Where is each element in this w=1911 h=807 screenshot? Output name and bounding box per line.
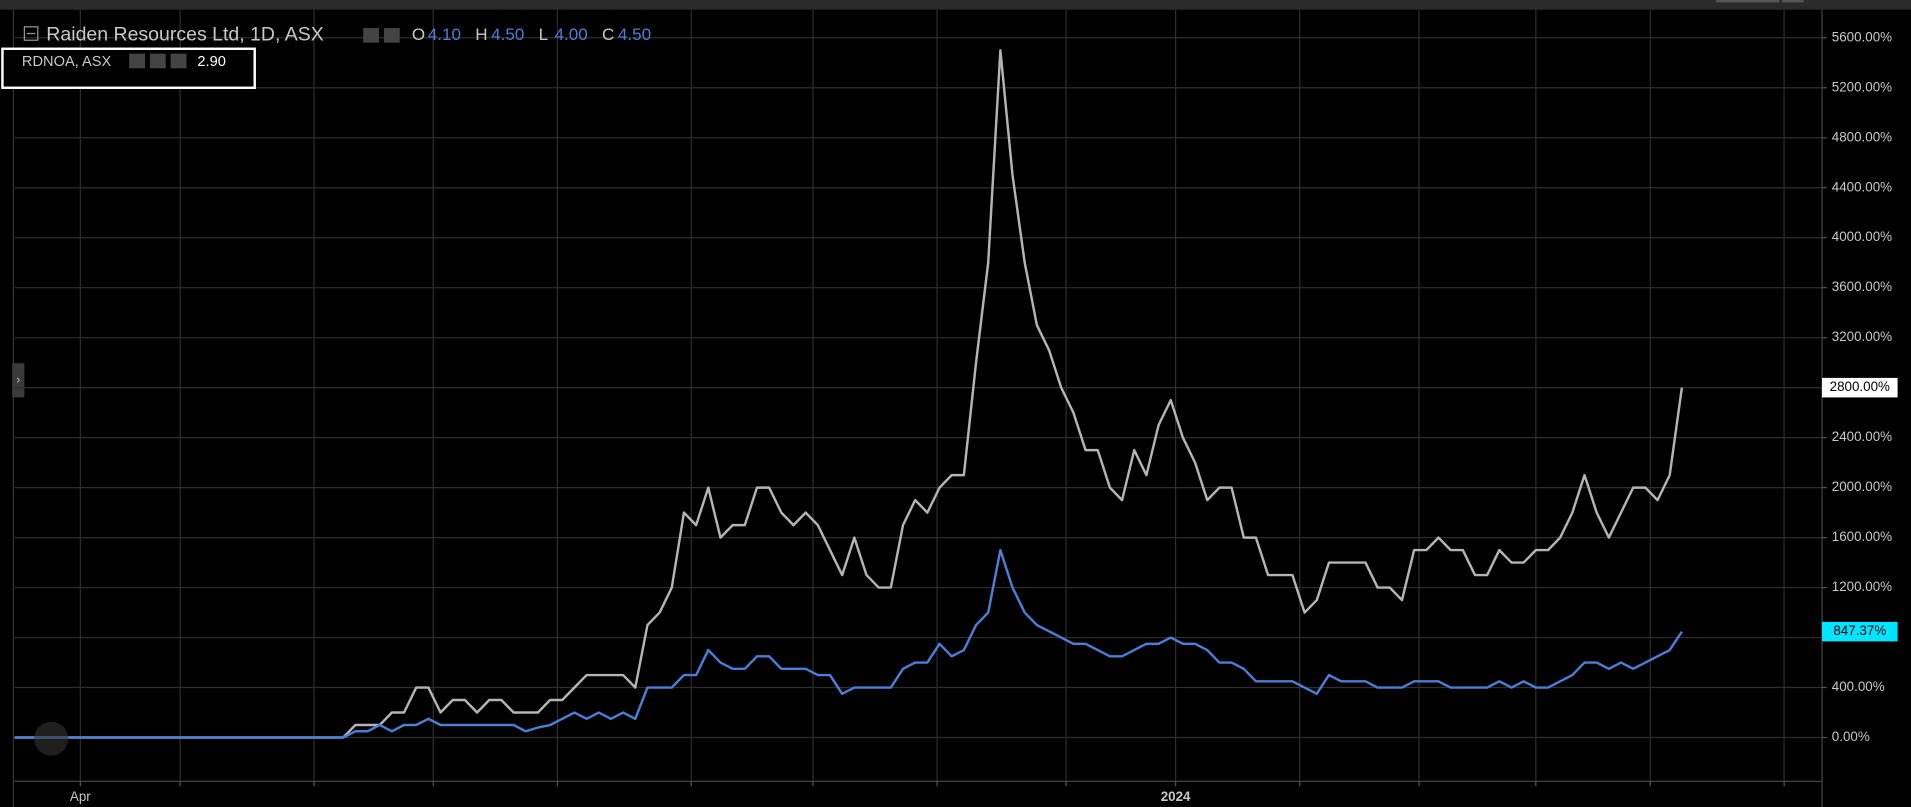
ohlc-value: 4.10 [428,25,461,44]
top-toolbar [0,0,1911,10]
axes: 0.00%400.00%800.00%1200.00%1600.00%2000.… [70,29,1898,804]
y-tick-label: 2400.00% [1832,429,1892,444]
watermark-logo [34,721,69,756]
compare-legend [1,47,256,89]
plot-area [14,49,1684,739]
settings-button[interactable] [383,28,400,43]
ohlc-label: C [602,25,614,44]
toolbar-button[interactable] [1716,0,1780,3]
x-tick-label: Apr [70,789,91,804]
y-tick-label: 4800.00% [1832,129,1892,144]
y-tick-label: 400.00% [1832,679,1885,694]
y-tick-label: 1200.00% [1832,579,1892,594]
y-tick-label: 5200.00% [1832,79,1892,94]
legend-remove-button[interactable] [170,53,187,69]
ohlc-label: H [475,25,487,44]
y-tick-label: 1600.00% [1832,529,1892,544]
grid [14,9,1823,782]
ohlc-readout: O 4.10 H 4.50 L 4.00 C 4.50 [412,25,651,44]
chart-title: Raiden Resources Ltd, 1D, ASX [46,24,323,46]
y-tick-label: 2000.00% [1832,479,1892,494]
legend-settings-button[interactable] [149,53,166,69]
x-tick-label: 2024 [1161,789,1191,804]
ohlc-label: L [539,25,548,44]
legend-name: RDNOA, ASX [22,54,112,70]
y-tick-label: 3200.00% [1832,329,1892,344]
legend-visibility-button[interactable] [129,53,146,69]
last-price-badge [1822,377,1898,398]
y-tick-label: 3600.00% [1832,279,1892,294]
toolbar-button[interactable] [1781,0,1804,3]
toggle-arrow: › [16,373,20,387]
ohlc-value: 4.00 [555,25,588,44]
last-price-label: 2800.00% [1830,379,1890,394]
ohlc-label: O [412,25,425,44]
y-tick-label: 4400.00% [1832,179,1892,194]
last-price-label: 847.37% [1833,623,1886,638]
visibility-button[interactable] [363,28,380,43]
collapse-button[interactable] [23,26,39,41]
price-line [14,548,1683,739]
ohlc-value: 4.50 [491,25,524,44]
side-panel-toggle[interactable] [12,363,25,398]
y-tick-label: 0.00% [1832,729,1870,744]
legend-value: 2.90 [197,54,225,70]
y-tick-label: 4000.00% [1832,229,1892,244]
last-price-badge [1822,621,1898,642]
ohlc-value: 4.50 [618,25,651,44]
y-tick-label: 5600.00% [1832,29,1892,44]
